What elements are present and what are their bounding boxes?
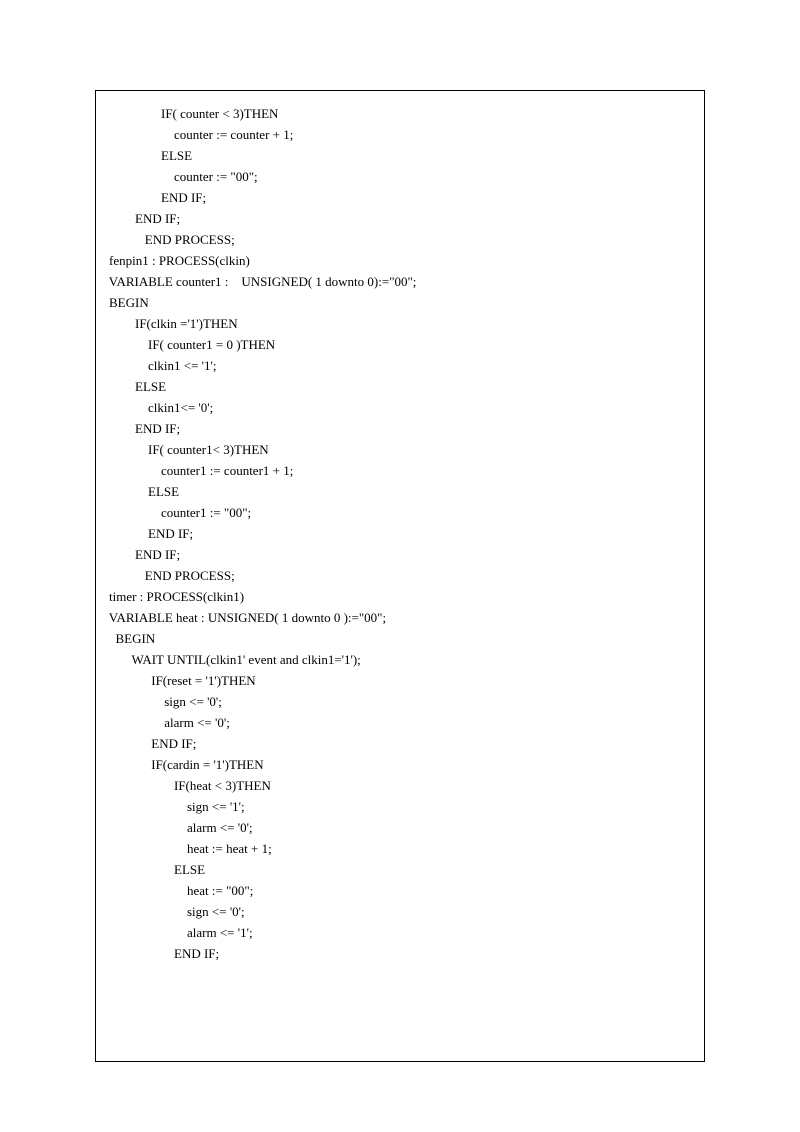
code-line: alarm <= '0';	[96, 712, 704, 733]
code-line: counter1 := "00";	[96, 502, 704, 523]
code-line: BEGIN	[96, 628, 704, 649]
code-line: WAIT UNTIL(clkin1' event and clkin1='1')…	[96, 649, 704, 670]
code-line: counter := "00";	[96, 166, 704, 187]
code-box: IF( counter < 3)THEN counter := counter …	[95, 90, 705, 1062]
code-line: END IF;	[96, 544, 704, 565]
code-line: END IF;	[96, 523, 704, 544]
code-line: END PROCESS;	[96, 565, 704, 586]
code-line: heat := "00";	[96, 880, 704, 901]
code-line: fenpin1 : PROCESS(clkin)	[96, 250, 704, 271]
code-line: clkin1 <= '1';	[96, 355, 704, 376]
code-line: counter1 := counter1 + 1;	[96, 460, 704, 481]
code-line: sign <= '1';	[96, 796, 704, 817]
code-line: timer : PROCESS(clkin1)	[96, 586, 704, 607]
code-line: IF( counter1< 3)THEN	[96, 439, 704, 460]
code-line: ELSE	[96, 376, 704, 397]
code-line: END IF;	[96, 418, 704, 439]
code-line: IF(heat < 3)THEN	[96, 775, 704, 796]
code-line: VARIABLE heat : UNSIGNED( 1 downto 0 ):=…	[96, 607, 704, 628]
code-line: END IF;	[96, 208, 704, 229]
code-line: alarm <= '0';	[96, 817, 704, 838]
code-line: alarm <= '1';	[96, 922, 704, 943]
code-line: BEGIN	[96, 292, 704, 313]
code-line: IF( counter1 = 0 )THEN	[96, 334, 704, 355]
code-line: END IF;	[96, 943, 704, 964]
code-line: END PROCESS;	[96, 229, 704, 250]
code-line: ELSE	[96, 859, 704, 880]
page: IF( counter < 3)THEN counter := counter …	[0, 0, 800, 1132]
code-line: clkin1<= '0';	[96, 397, 704, 418]
code-line: ELSE	[96, 145, 704, 166]
code-line: sign <= '0';	[96, 901, 704, 922]
code-line: END IF;	[96, 733, 704, 754]
code-line: IF(clkin ='1')THEN	[96, 313, 704, 334]
code-line: END IF;	[96, 187, 704, 208]
code-line: VARIABLE counter1 : UNSIGNED( 1 downto 0…	[96, 271, 704, 292]
code-line: ELSE	[96, 481, 704, 502]
code-line: counter := counter + 1;	[96, 124, 704, 145]
code-line: IF(cardin = '1')THEN	[96, 754, 704, 775]
code-line: heat := heat + 1;	[96, 838, 704, 859]
code-line: IF(reset = '1')THEN	[96, 670, 704, 691]
code-line: sign <= '0';	[96, 691, 704, 712]
code-line: IF( counter < 3)THEN	[96, 103, 704, 124]
